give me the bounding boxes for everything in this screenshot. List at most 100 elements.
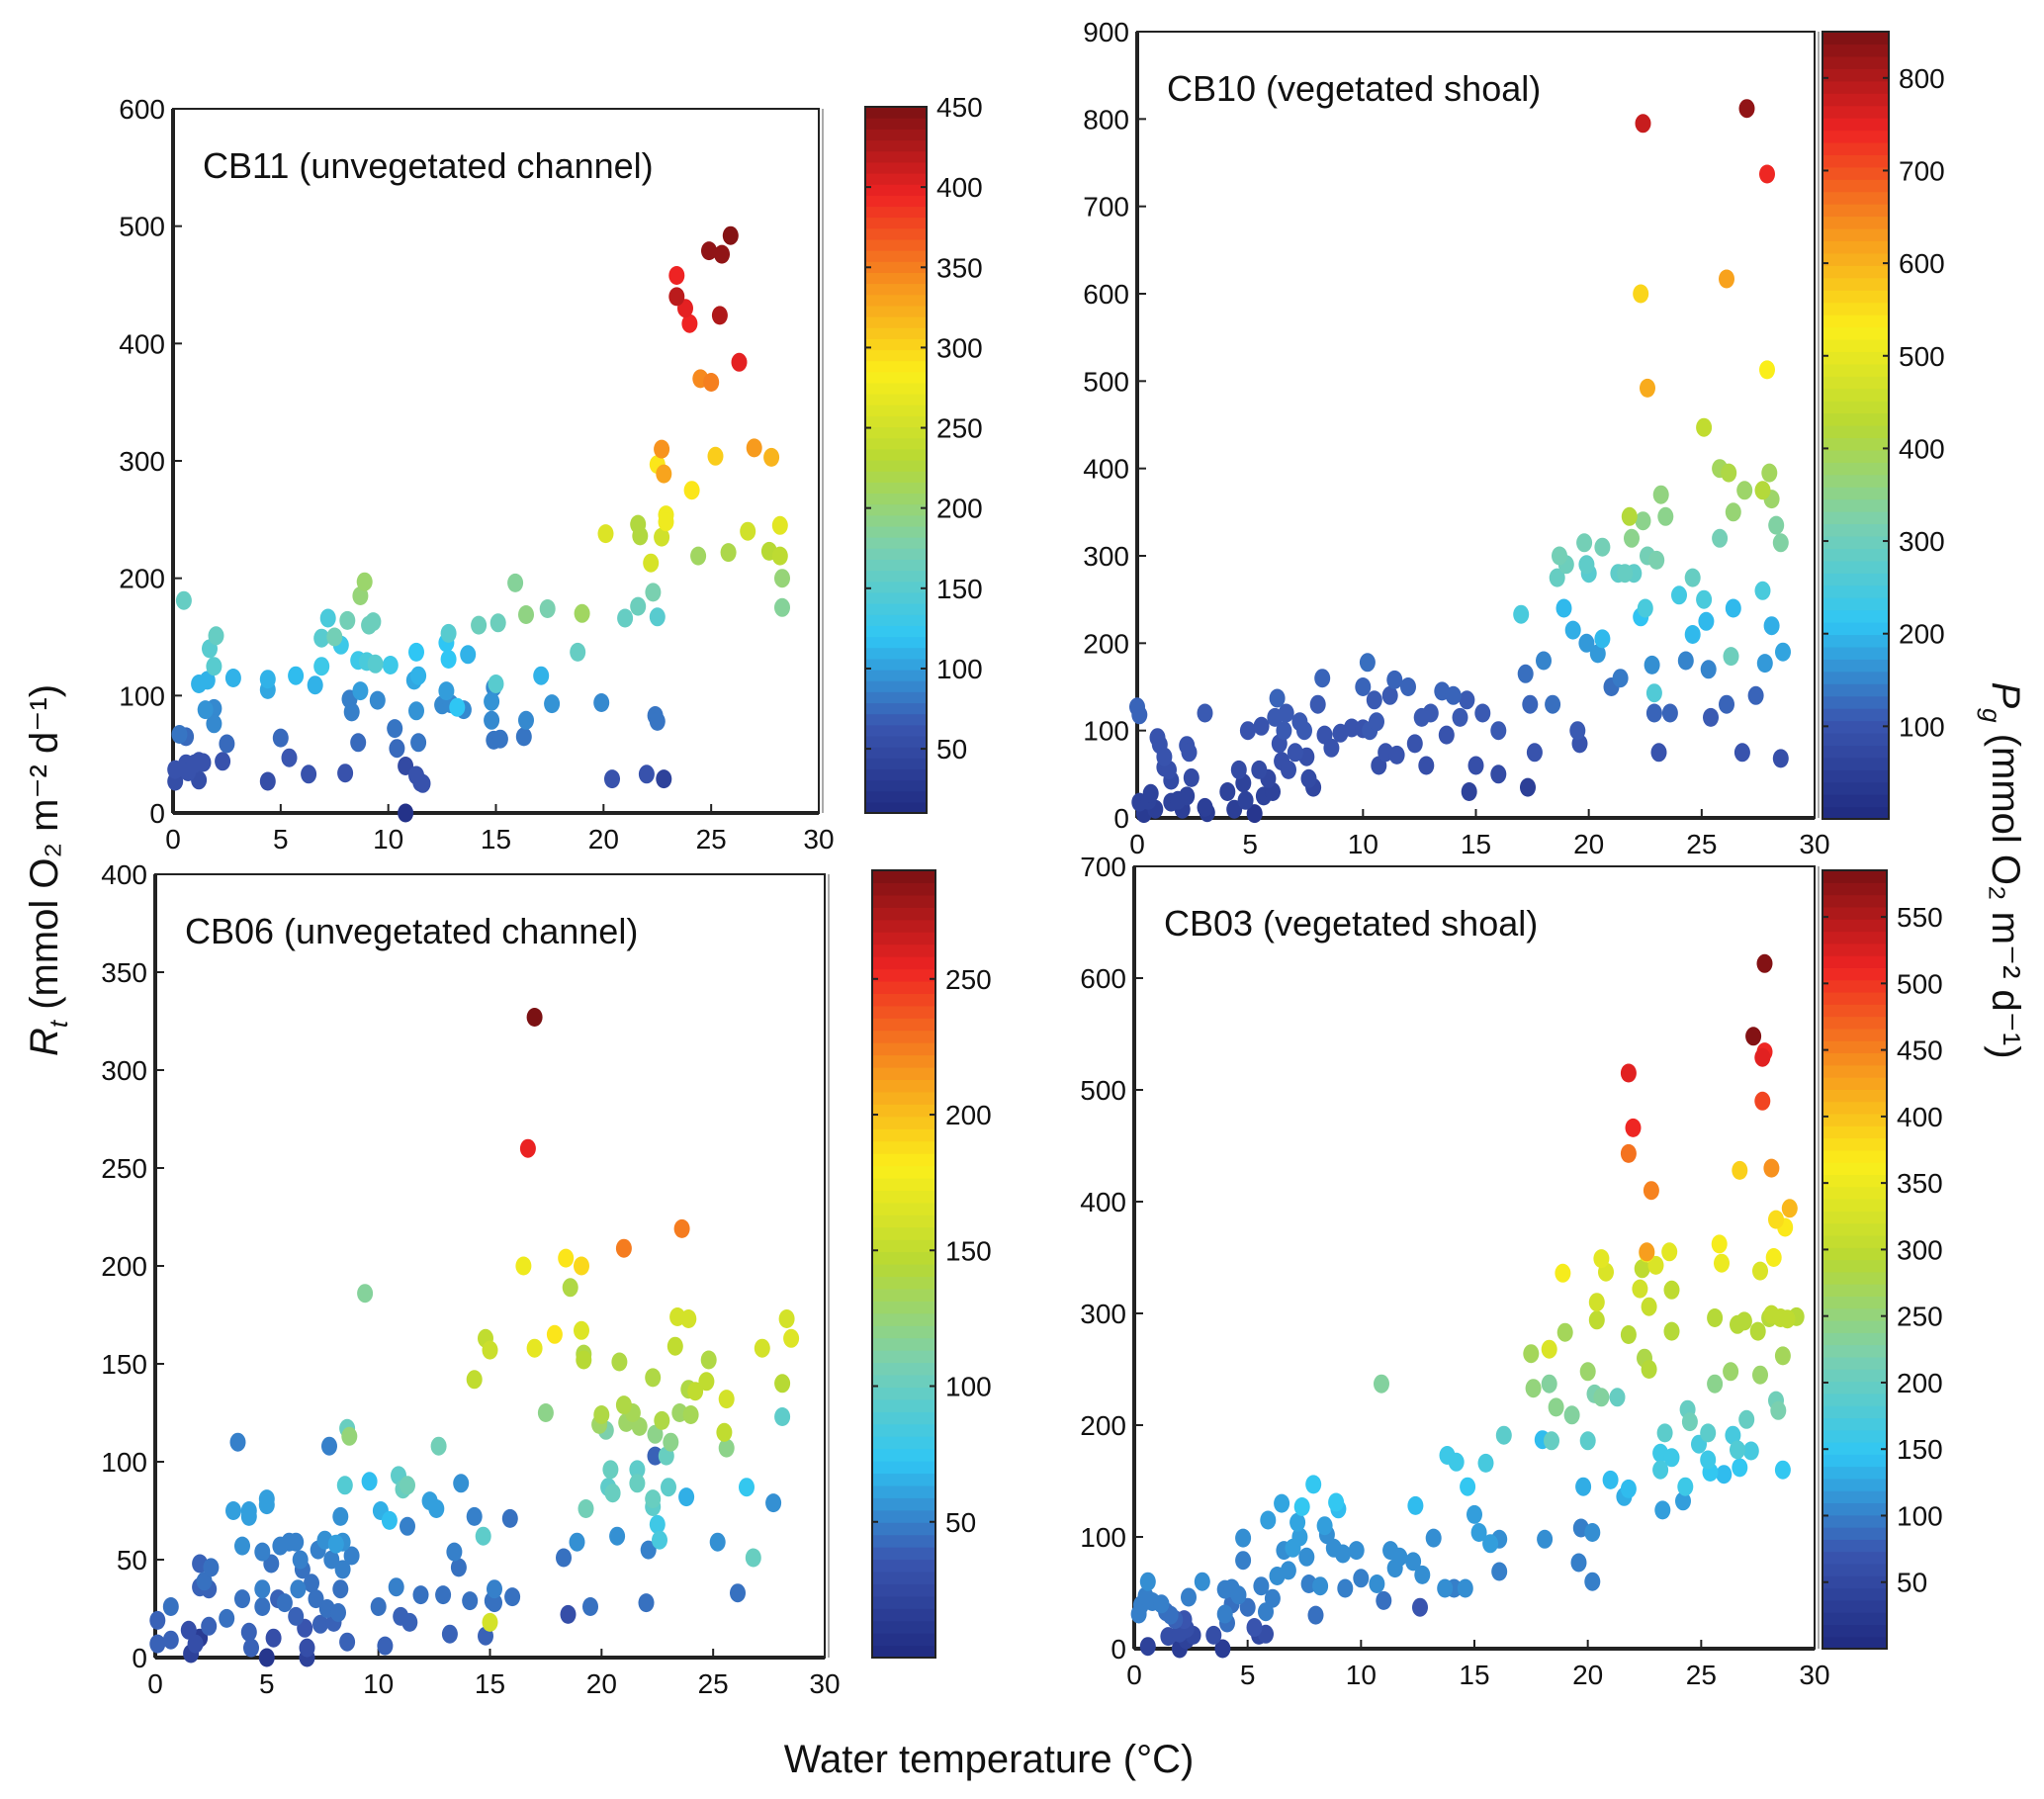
colorbar-band <box>1822 991 1887 1005</box>
colorbar-band <box>865 415 927 428</box>
data-point <box>299 1638 315 1658</box>
colorbar-tick-label: 450 <box>1897 1035 1943 1066</box>
colorbar-tick-label: 50 <box>1897 1568 1927 1598</box>
colorbar-band <box>1822 277 1889 291</box>
data-point <box>1641 1360 1657 1379</box>
data-point <box>330 1603 346 1622</box>
data-point <box>1246 804 1263 824</box>
colorbar-tick-label: 200 <box>1899 619 1945 650</box>
colorbar-band <box>1822 597 1889 611</box>
colorbar-band <box>865 448 927 461</box>
data-point <box>440 650 457 669</box>
data-point <box>1264 1588 1281 1608</box>
colorbar-band <box>865 107 927 119</box>
y-tick-label: 200 <box>101 1251 147 1282</box>
colorbar-band <box>872 1337 935 1351</box>
colorbar-band <box>1822 573 1889 586</box>
data-point <box>1548 1397 1564 1417</box>
data-point <box>774 1407 791 1426</box>
data-point <box>602 1460 619 1480</box>
colorbar-band <box>865 614 927 626</box>
data-point <box>1520 777 1536 797</box>
data-point <box>504 1587 521 1607</box>
colorbar-band <box>1822 376 1889 390</box>
data-point <box>1537 1529 1554 1549</box>
data-point <box>1588 1293 1605 1312</box>
data-point <box>1291 1527 1308 1547</box>
colorbar-band <box>865 305 927 317</box>
data-point <box>339 610 356 630</box>
data-point <box>1253 716 1270 736</box>
data-point <box>1564 620 1581 640</box>
colorbar-tick-label: 200 <box>1897 1368 1943 1398</box>
data-point <box>1418 756 1435 775</box>
data-point <box>643 553 660 573</box>
data-point <box>367 654 384 674</box>
data-point <box>1612 669 1629 688</box>
x-tick-label: 30 <box>803 824 834 855</box>
colorbar-cb06: 50 100 150 200 250 <box>871 869 992 1659</box>
colorbar-band <box>865 537 927 549</box>
data-point <box>206 714 222 734</box>
colorbar-band <box>1822 695 1889 709</box>
colorbar-band <box>1822 870 1887 883</box>
data-point <box>1663 1321 1680 1341</box>
x-tick-label: 5 <box>1240 1660 1256 1690</box>
colorbar-band <box>1822 105 1889 119</box>
data-point <box>1549 568 1565 587</box>
data-point <box>389 739 405 759</box>
data-point <box>1707 1374 1724 1394</box>
colorbar-band <box>872 870 935 884</box>
data-point <box>1772 533 1789 553</box>
colorbar-band <box>1822 906 1887 920</box>
colorbar-band <box>872 1165 935 1179</box>
data-point <box>1579 1362 1596 1382</box>
data-point <box>1579 1431 1596 1451</box>
colorbar-band <box>1822 1259 1887 1273</box>
colorbar-band <box>865 272 927 285</box>
colorbar-band <box>872 1312 935 1326</box>
colorbar-band <box>865 394 927 405</box>
data-point <box>1738 99 1755 119</box>
colorbar-band <box>872 1436 935 1450</box>
data-point <box>1593 1249 1610 1269</box>
data-point <box>1316 1516 1333 1536</box>
data-point <box>609 1526 626 1546</box>
data-point <box>254 1542 271 1562</box>
data-point <box>656 464 672 484</box>
data-point <box>1194 1572 1210 1591</box>
data-point <box>1366 690 1382 710</box>
colorbar-band <box>1822 671 1889 684</box>
data-point <box>1594 537 1611 557</box>
x-tick-label: 10 <box>1348 829 1378 859</box>
colorbar-band <box>1822 511 1889 525</box>
y-tick-label: 150 <box>101 1349 147 1380</box>
data-point <box>438 681 455 701</box>
data-point <box>1181 1587 1197 1607</box>
colorbar-band <box>865 283 927 296</box>
colorbar-tick-label: 300 <box>1897 1234 1943 1265</box>
data-point <box>1216 1604 1233 1624</box>
colorbar-band <box>865 261 927 273</box>
data-point <box>1278 703 1294 723</box>
colorbar-band <box>1822 1052 1887 1066</box>
data-point <box>1593 1388 1610 1407</box>
data-point <box>558 1248 575 1268</box>
colorbar-band <box>865 195 927 208</box>
colorbar-band <box>1822 1429 1887 1443</box>
data-point <box>1405 1552 1422 1572</box>
colorbar-band <box>865 250 927 262</box>
data-point <box>1723 647 1739 667</box>
y-tick-label: 400 <box>1083 454 1129 485</box>
colorbar-band <box>872 1042 935 1056</box>
data-point <box>1684 568 1701 587</box>
data-point <box>1725 598 1741 618</box>
colorbar-band <box>872 1301 935 1314</box>
colorbar-tick-label: 450 <box>936 92 983 123</box>
data-point <box>1641 1297 1657 1316</box>
y-axis-label-symbol: R <box>23 1028 66 1056</box>
data-point <box>1696 417 1713 437</box>
data-point <box>327 1534 344 1554</box>
data-point <box>629 1460 646 1480</box>
data-point <box>1634 1259 1650 1279</box>
